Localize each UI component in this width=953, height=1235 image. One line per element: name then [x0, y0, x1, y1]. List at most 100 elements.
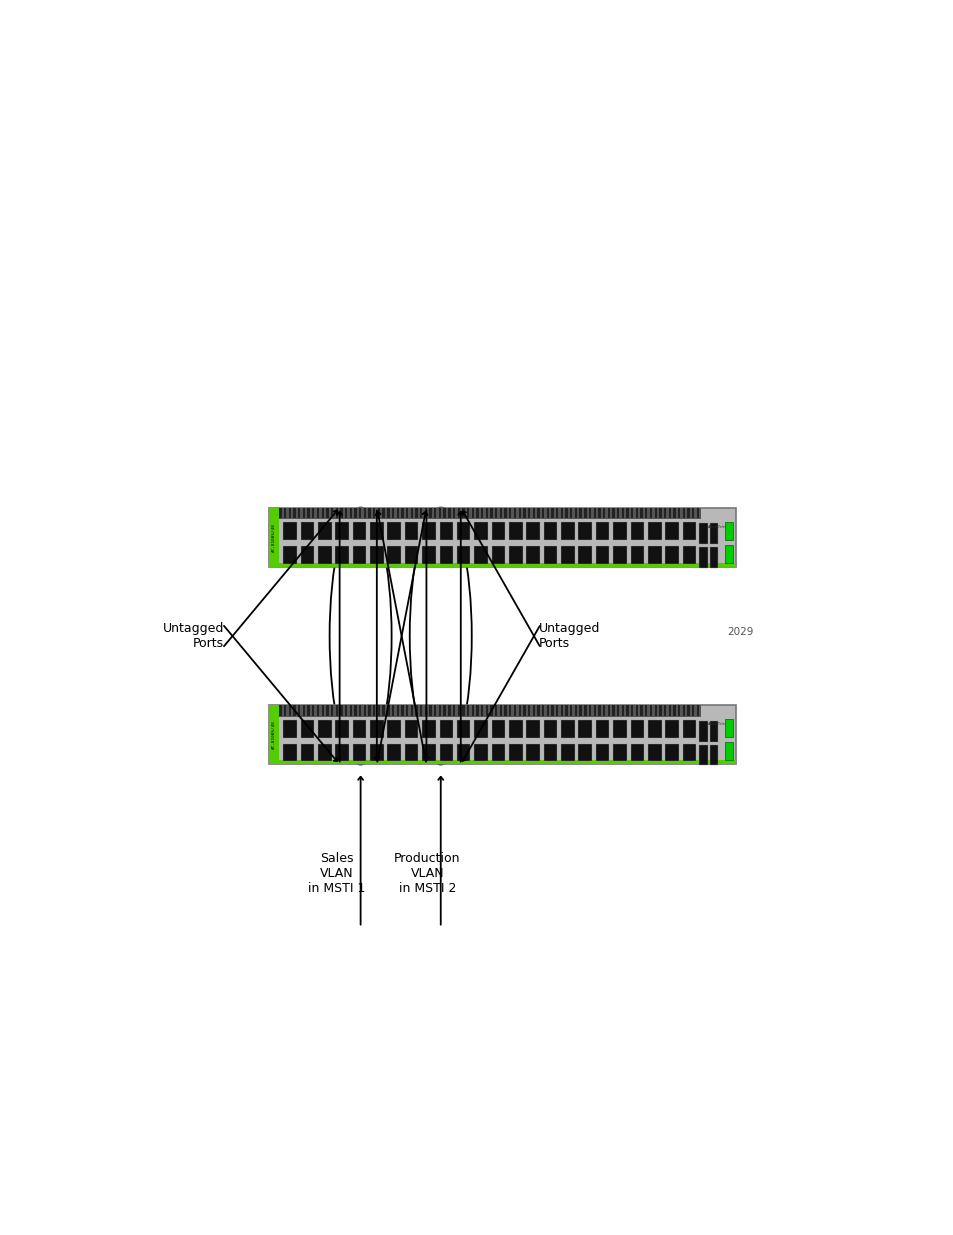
Text: Untagged
Ports: Untagged Ports — [163, 622, 224, 650]
Bar — [491, 522, 505, 540]
Bar — [691, 705, 694, 716]
Bar — [607, 508, 609, 519]
Bar — [279, 705, 700, 718]
Bar — [429, 705, 432, 716]
Bar — [312, 705, 314, 716]
Bar — [335, 546, 349, 564]
Bar — [663, 508, 665, 519]
Bar — [527, 508, 530, 519]
Bar — [350, 508, 352, 519]
Bar — [317, 522, 331, 540]
Bar — [560, 522, 574, 540]
Bar — [691, 508, 694, 519]
Text: Sales
VLAN
in MSTI 1: Sales VLAN in MSTI 1 — [308, 852, 365, 895]
Bar — [283, 522, 296, 540]
Bar — [439, 522, 453, 540]
Bar — [593, 705, 596, 716]
Bar — [709, 721, 718, 741]
Bar — [350, 705, 352, 716]
Bar — [443, 705, 445, 716]
Bar — [294, 508, 295, 519]
Bar — [368, 705, 371, 716]
Bar — [392, 508, 394, 519]
Bar — [289, 508, 291, 519]
Bar — [617, 705, 618, 716]
Bar — [509, 720, 522, 737]
Bar — [335, 705, 337, 716]
Bar — [551, 705, 553, 716]
Bar — [654, 705, 657, 716]
Bar — [532, 508, 535, 519]
Bar — [639, 508, 642, 519]
Bar — [537, 705, 539, 716]
Bar — [335, 743, 349, 762]
Bar — [526, 546, 539, 564]
Bar — [527, 705, 530, 716]
Bar — [543, 720, 557, 737]
Bar — [495, 705, 497, 716]
Bar — [415, 508, 417, 519]
Bar — [518, 705, 520, 716]
Bar — [491, 720, 505, 737]
Bar — [490, 508, 492, 519]
Bar — [593, 508, 596, 519]
Bar — [630, 546, 643, 564]
Bar — [588, 705, 591, 716]
Bar — [370, 743, 383, 762]
Bar — [583, 508, 586, 519]
Bar — [613, 546, 626, 564]
Bar — [709, 547, 718, 568]
Bar — [387, 743, 400, 762]
Bar — [491, 546, 505, 564]
Bar — [422, 546, 436, 564]
Bar — [453, 508, 455, 519]
Bar — [499, 508, 501, 519]
Bar — [556, 705, 558, 716]
Bar — [570, 705, 572, 716]
Bar — [635, 508, 638, 519]
Bar — [578, 546, 592, 564]
Bar — [509, 743, 522, 762]
Bar — [392, 705, 394, 716]
Bar — [699, 547, 707, 568]
Bar — [448, 508, 450, 519]
Bar — [387, 546, 400, 564]
Bar — [474, 522, 487, 540]
Bar — [373, 705, 375, 716]
Bar — [353, 546, 366, 564]
Bar — [471, 705, 474, 716]
Bar — [283, 546, 296, 564]
Bar — [396, 508, 398, 519]
Bar — [687, 508, 689, 519]
Bar — [476, 508, 478, 519]
Bar — [457, 705, 459, 716]
Bar — [354, 508, 356, 519]
Bar — [509, 522, 522, 540]
Bar — [297, 705, 300, 716]
Bar — [583, 705, 586, 716]
Bar — [543, 522, 557, 540]
Bar — [466, 508, 469, 519]
Bar — [699, 745, 707, 766]
Bar — [404, 522, 418, 540]
Bar — [289, 705, 291, 716]
Bar — [448, 705, 450, 716]
Bar — [532, 705, 535, 716]
Bar — [404, 546, 418, 564]
Bar — [607, 705, 609, 716]
Bar — [353, 743, 366, 762]
Bar — [682, 720, 696, 737]
Bar — [626, 508, 628, 519]
Bar — [438, 705, 440, 716]
Bar — [644, 705, 647, 716]
Bar — [419, 508, 422, 519]
Bar — [269, 563, 736, 567]
Bar — [644, 508, 647, 519]
Bar — [439, 743, 453, 762]
Bar — [699, 524, 707, 543]
Bar — [406, 705, 408, 716]
Text: Untagged
Ports: Untagged Ports — [538, 622, 599, 650]
Bar — [613, 743, 626, 762]
Bar — [724, 720, 733, 737]
Bar — [331, 705, 333, 716]
